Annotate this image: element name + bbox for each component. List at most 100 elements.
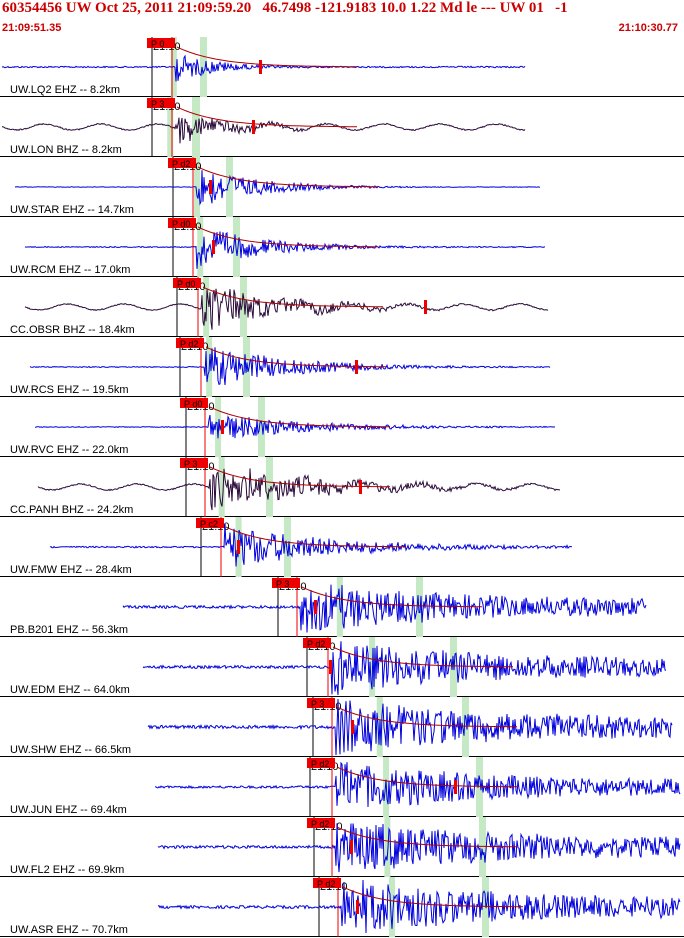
- waveform-trace: [157, 879, 681, 934]
- waveform-trace: [1, 54, 526, 82]
- arrival-window: [462, 697, 469, 757]
- channel-panel: 21:10P 3CC.PANH BHZ -- 24.2km: [0, 457, 684, 517]
- waveform-trace: [147, 698, 673, 756]
- station-label: UW.STAR EHZ -- 14.7km: [10, 204, 134, 216]
- start-time-label: 21:09:51.35: [2, 22, 62, 34]
- pick-label: P c2: [200, 519, 218, 529]
- arrival-window: [476, 757, 483, 817]
- amplitude-marker: [212, 240, 215, 254]
- coda-curve: [301, 586, 482, 608]
- station-label: UW.SHW EHZ -- 66.5km: [10, 744, 131, 756]
- station-label: UW.LQ2 EHZ -- 8.2km: [10, 84, 120, 96]
- arrival-window: [226, 157, 233, 217]
- station-label: UW.EDM EHZ -- 64.0km: [10, 684, 130, 696]
- waveform-trace: [24, 288, 549, 330]
- amplitude-marker: [237, 540, 240, 554]
- arrival-window: [384, 817, 391, 877]
- amplitude-marker: [259, 60, 262, 74]
- pick-box: [147, 38, 175, 48]
- arrival-window: [389, 877, 396, 937]
- pick-box: [272, 578, 300, 588]
- arrival-window: [258, 397, 265, 457]
- pick-label: P d0: [184, 399, 202, 409]
- end-time-label: 21:10:30.77: [618, 22, 678, 34]
- header: 60354456 UW Oct 25, 2011 21:09:59.20 46.…: [0, 0, 684, 37]
- waveform-trace: [29, 347, 551, 386]
- waveform-trace: [14, 170, 541, 206]
- coda-curve: [202, 286, 383, 308]
- pick-box: [173, 278, 201, 288]
- coda-curve: [225, 526, 406, 548]
- arrival-window: [479, 817, 486, 877]
- coda-curve: [176, 106, 357, 128]
- amplitude-marker: [359, 480, 362, 494]
- amplitude-marker: [252, 120, 255, 134]
- pick-box: [313, 878, 341, 888]
- pick-box: [180, 458, 208, 468]
- coda-curve: [176, 46, 357, 68]
- arrival-window: [197, 217, 204, 277]
- amplitude-marker: [356, 900, 359, 914]
- pick-label: P d2: [317, 879, 335, 889]
- coda-curve: [197, 166, 378, 188]
- pick-box: [307, 758, 335, 768]
- coda-curve: [205, 346, 386, 368]
- coda-curve: [209, 406, 390, 428]
- pick-box: [196, 518, 224, 528]
- station-label: UW.FL2 EHZ -- 69.9km: [10, 864, 124, 876]
- pick-box: [180, 398, 208, 408]
- amplitude-marker: [329, 660, 332, 674]
- pick-label: P d2: [180, 339, 198, 349]
- amplitude-marker: [209, 180, 212, 194]
- station-label: CC.PANH BHZ -- 24.2km: [10, 504, 133, 516]
- amplitude-marker: [221, 420, 224, 434]
- pick-box: [168, 218, 196, 228]
- coda-curve: [197, 226, 378, 248]
- coda-curve: [336, 706, 517, 728]
- coda-curve: [336, 826, 517, 848]
- arrival-window: [266, 457, 273, 517]
- pick-label: P d2: [311, 759, 329, 769]
- amplitude-marker: [454, 780, 457, 794]
- arrival-window: [200, 37, 207, 97]
- coda-curve: [336, 766, 517, 788]
- station-label: UW.RVC EHZ -- 22.0km: [10, 444, 128, 456]
- pick-label: P d2: [307, 639, 325, 649]
- pick-label: P d2: [311, 819, 329, 829]
- arrival-window: [416, 577, 423, 637]
- pick-box: [307, 698, 335, 708]
- pick-box: [176, 338, 204, 348]
- pick-label: P 3: [311, 699, 324, 709]
- channel-panel: 21:10P 3PB.B201 EHZ -- 56.3km: [0, 577, 684, 637]
- pick-box: [147, 98, 175, 108]
- amplitude-marker: [351, 720, 354, 734]
- station-label: PB.B201 EHZ -- 56.3km: [10, 624, 128, 636]
- station-label: UW.RCS EHZ -- 19.5km: [10, 384, 129, 396]
- arrival-window: [240, 277, 247, 337]
- station-label: CC.OBSR BHZ -- 18.4km: [10, 324, 135, 336]
- waveform-trace: [122, 584, 647, 633]
- arrival-window: [192, 97, 200, 157]
- event-title: 60354456 UW Oct 25, 2011 21:09:59.20 46.…: [2, 0, 568, 16]
- pick-label: P 3: [184, 459, 197, 469]
- seismogram-plot: 21:10P 0UW.LQ2 EHZ -- 8.2km21:10P 3UW.LO…: [0, 37, 684, 937]
- pick-label: P d0: [172, 219, 190, 229]
- waveform-trace: [34, 414, 556, 439]
- pick-label: P d0: [177, 279, 195, 289]
- waveform-trace: [49, 523, 573, 567]
- waveform-trace: [142, 641, 667, 695]
- waveform-trace: [154, 761, 681, 808]
- channel-panel: 21:10P 3UW.LON BHZ -- 8.2km: [0, 97, 684, 157]
- pick-box: [303, 638, 331, 648]
- waveform-trace: [37, 468, 560, 511]
- channel-panel: 21:10P 0UW.LQ2 EHZ -- 8.2km: [0, 37, 684, 97]
